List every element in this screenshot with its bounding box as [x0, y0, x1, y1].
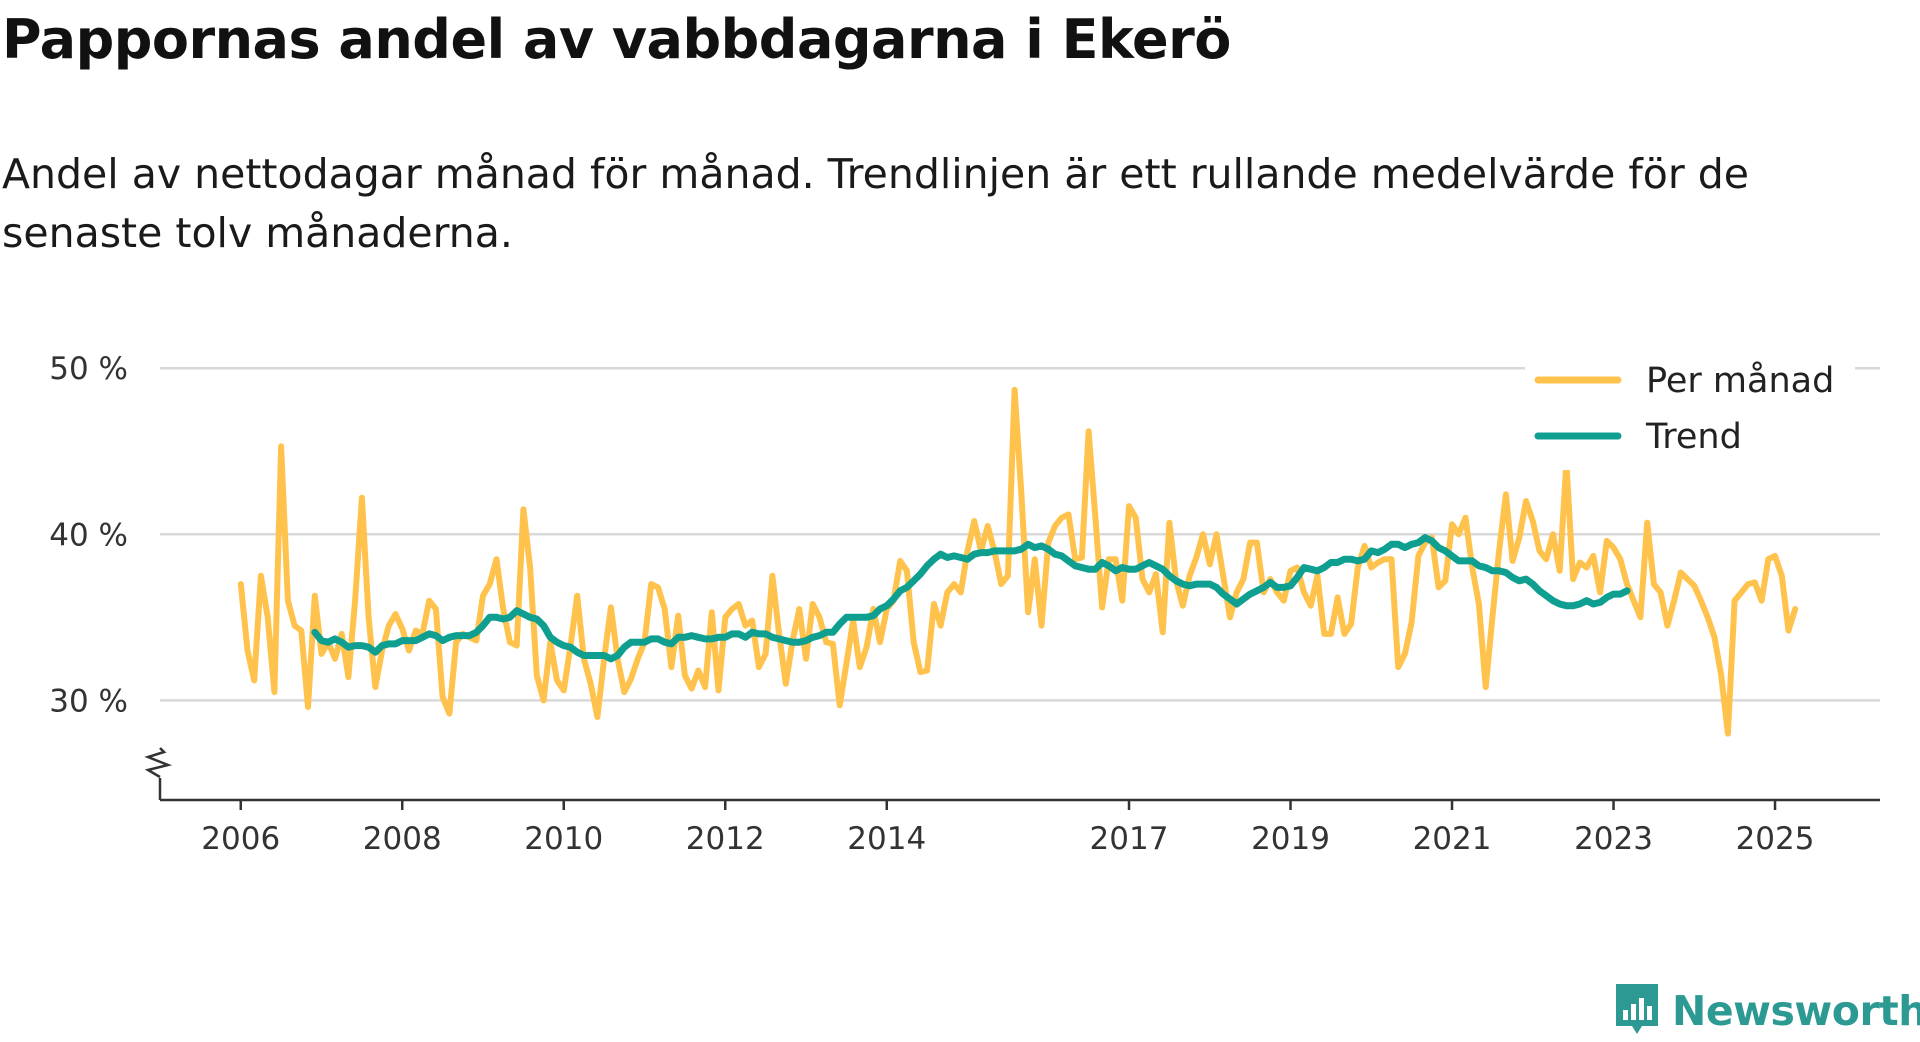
legend-background	[1525, 350, 1855, 470]
newsworthy-logo-icon	[1616, 984, 1658, 1034]
series-line-per-manad	[237, 386, 1799, 737]
x-tick-label: 2025	[1736, 821, 1815, 857]
axis-break-icon	[144, 747, 173, 779]
x-tick-label: 2006	[201, 821, 280, 857]
x-tick-label: 2010	[524, 821, 603, 857]
legend-label: Trend	[1645, 417, 1742, 457]
x-tick-label: 2017	[1090, 821, 1169, 857]
series-line-trend	[311, 534, 1631, 663]
y-axis: 30 % 40 % 50 %	[49, 351, 173, 800]
page-title: Pappornas andel av vabbdagarna i Ekerö	[2, 8, 1231, 71]
x-tick-label: 2021	[1413, 821, 1492, 857]
legend: Per månad Trend	[1525, 350, 1855, 470]
series-layer	[237, 386, 1799, 737]
y-tick-label: 30 %	[49, 683, 128, 719]
x-tick-label: 2019	[1251, 821, 1330, 857]
x-axis: 2006 2008 2010 2012 2014 2017 2019 2021 2023 2025	[160, 798, 1880, 857]
y-tick-label: 40 %	[49, 517, 128, 553]
x-tick-label: 2014	[847, 821, 926, 857]
x-tick-label: 2023	[1574, 821, 1653, 857]
x-tick-label: 2008	[363, 821, 442, 857]
legend-label: Per månad	[1646, 360, 1834, 401]
brand-name: Newsworthy	[1672, 987, 1920, 1035]
brand-logo: Newsworthy	[1612, 980, 1920, 1042]
y-tick-label: 50 %	[49, 351, 128, 387]
subtitle: Andel av nettodagar månad för månad. Tre…	[2, 150, 1749, 257]
x-tick-label: 2012	[686, 821, 765, 857]
